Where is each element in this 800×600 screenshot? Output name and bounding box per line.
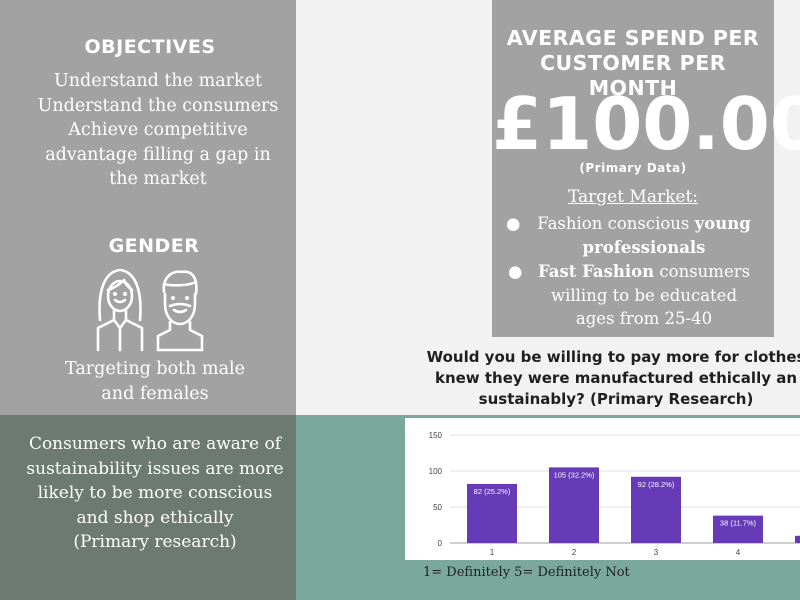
target-market-heading: Target Market: xyxy=(567,187,699,207)
bar-data-label: 82 (25.2%) xyxy=(474,487,511,496)
bar xyxy=(713,515,763,543)
objectives-list: Understand the market Understand the con… xyxy=(0,69,316,192)
gender-description: Targeting both male and females xyxy=(0,357,310,406)
bar xyxy=(549,467,599,543)
y-tick-label: 150 xyxy=(429,431,443,440)
gender-line: Targeting both male xyxy=(65,359,245,379)
bar-data-label: 38 (11.7%) xyxy=(720,519,757,528)
consumer-note-line: sustainability issues are more xyxy=(26,458,284,479)
bullet-dot: ● xyxy=(506,214,521,233)
male-bearded-person-icon xyxy=(156,270,204,352)
bar xyxy=(631,476,681,543)
bullet-dot: ● xyxy=(508,262,523,281)
y-tick-label: 100 xyxy=(429,467,443,476)
spend-value: £100.00 xyxy=(492,82,800,166)
bar-data-label: 105 (32.2%) xyxy=(554,470,595,479)
consumer-note-line: and shop ethically xyxy=(76,507,234,528)
y-tick-label: 0 xyxy=(438,539,443,548)
survey-chart: 0 50 100 150 82 (25.2%) 1 105 (32.2%) 2 92 (28.2… xyxy=(405,418,800,560)
gender-icons xyxy=(96,268,204,352)
question-line: knew they were manufactured ethically an xyxy=(434,369,798,387)
bar xyxy=(467,483,517,543)
objective-line: Understand the market xyxy=(53,71,263,91)
spend-source: (Primary Data) xyxy=(579,161,687,175)
spend-heading-line: CUSTOMER PER MONTH xyxy=(539,51,726,100)
x-tick-label: 4 xyxy=(736,548,741,557)
objective-line: advantage filling a gap in xyxy=(45,144,271,165)
bullet-bold-text: young professionals xyxy=(582,214,751,257)
objectives-heading: OBJECTIVES xyxy=(84,36,216,58)
y-tick-label: 50 xyxy=(433,503,442,512)
female-person-icon xyxy=(96,268,144,352)
scale-legend: 1= Definitely 5= Definitely Not xyxy=(423,565,630,580)
objective-line: Achieve competitive xyxy=(68,120,248,140)
target-market-item: Fast Fashion consumers willing to be edu… xyxy=(530,260,758,331)
x-tick-label: 2 xyxy=(572,548,577,557)
question-line: sustainably? (Primary Research) xyxy=(478,390,754,408)
spend-heading-line: AVERAGE SPEND PER xyxy=(506,26,760,50)
bullet-text: consumers willing to be educated ages fr… xyxy=(550,262,751,328)
gender-heading: GENDER xyxy=(108,235,200,257)
consumer-note-panel xyxy=(0,415,296,600)
bar xyxy=(795,535,800,543)
objective-line: Understand the consumers xyxy=(37,95,279,116)
bar-data-label: 92 (28.2%) xyxy=(638,480,675,489)
target-market-item: Fashion conscious young professionals xyxy=(530,212,758,259)
spend-heading: AVERAGE SPEND PER CUSTOMER PER MONTH xyxy=(492,26,774,101)
objective-line: the market xyxy=(109,169,207,189)
consumer-note-line: (Primary research) xyxy=(73,532,237,552)
bullet-text: Fashion conscious xyxy=(537,214,695,233)
x-tick-label: 1 xyxy=(490,548,495,557)
bar-chart: 0 50 100 150 82 (25.2%) 1 105 (32.2%) 2 92 (28.2… xyxy=(429,431,800,557)
question-line: Would you be willing to pay more for clo… xyxy=(426,348,800,366)
x-tick-label: 3 xyxy=(654,548,659,557)
consumer-note: Consumers who are aware of sustainabilit… xyxy=(0,432,310,555)
spend-panel xyxy=(492,0,774,337)
gender-line: and females xyxy=(101,383,209,404)
bullet-bold-text: Fast Fashion xyxy=(537,262,655,281)
consumer-note-line: likely to be more conscious xyxy=(37,483,273,503)
consumer-note-line: Consumers who are aware of xyxy=(28,434,282,454)
survey-question: Would you be willing to pay more for clo… xyxy=(416,347,800,410)
